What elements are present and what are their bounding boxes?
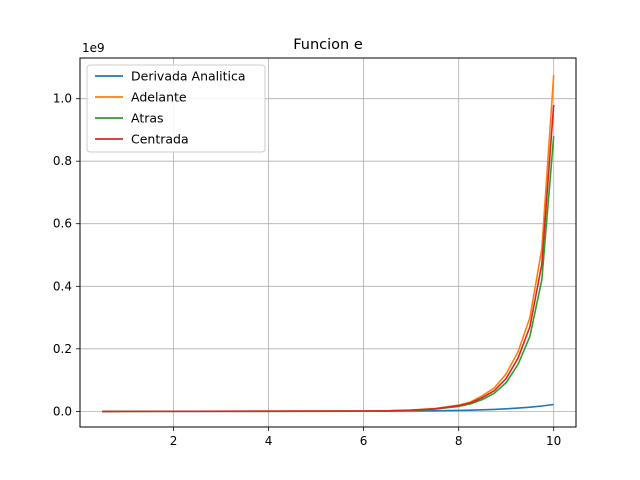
- x-tick-label: 8: [455, 434, 463, 448]
- y-tick-label: 0.2: [53, 342, 72, 356]
- x-axis: 2 4 6 8 10: [170, 427, 561, 448]
- y-tick-label: 0.4: [53, 279, 72, 293]
- grid: [80, 58, 576, 427]
- legend: Derivada Analitica Adelante Atras Centrada: [86, 64, 266, 153]
- chart-title: Funcion e: [293, 37, 363, 53]
- y-axis: 0.0 0.2 0.4 0.6 0.8 1.0: [53, 92, 80, 418]
- series-line-3: [102, 104, 555, 413]
- x-tick-label: 6: [360, 434, 368, 448]
- legend-label: Atras: [131, 111, 164, 126]
- y-tick-label: 0.6: [53, 217, 72, 231]
- y-tick-label: 0.8: [53, 154, 72, 168]
- legend-label: Adelante: [131, 90, 187, 105]
- x-tick-label: 10: [546, 434, 561, 448]
- x-tick-label: 2: [170, 434, 178, 448]
- axes-frame: [79, 57, 577, 428]
- legend-label: Derivada Analitica: [131, 69, 246, 84]
- legend-box: [86, 64, 266, 153]
- legend-label: Centrada: [131, 132, 189, 147]
- x-tick-label: 4: [265, 434, 273, 448]
- series-layer: [102, 75, 555, 413]
- y-tick-label: 0.0: [53, 404, 72, 418]
- y-offset-label: 1e9: [82, 41, 105, 55]
- y-tick-label: 1.0: [53, 92, 72, 106]
